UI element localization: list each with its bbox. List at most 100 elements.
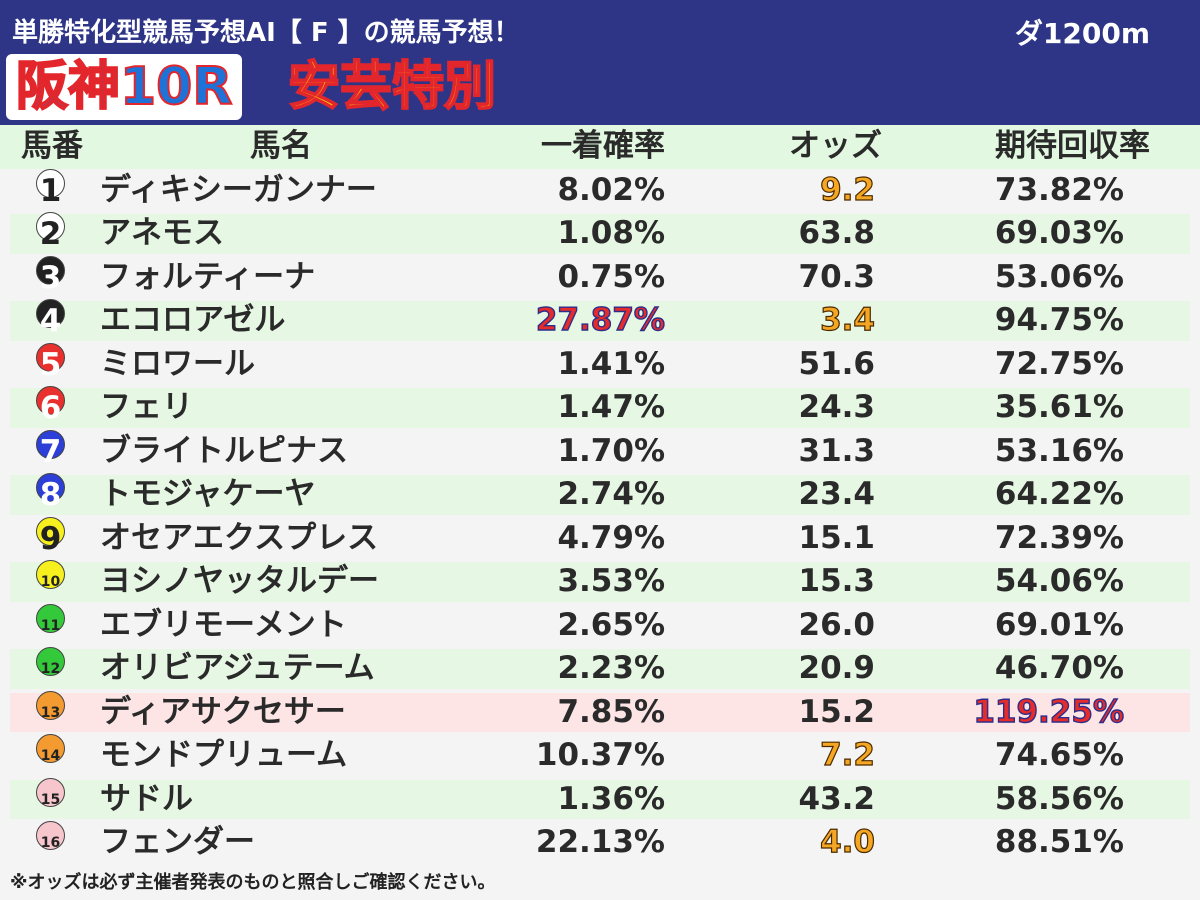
horse-number-badge: 13 (36, 690, 65, 721)
odds-value: 3.4 (819, 301, 875, 338)
horse-number-badge: 1 (36, 168, 65, 209)
horse-name: ヨシノヤッタルデー (100, 563, 379, 599)
win-probability: 10.37% (535, 737, 665, 773)
row-background (10, 388, 1190, 428)
expected-return: 35.61% (994, 389, 1124, 425)
expected-return: 74.65% (994, 737, 1124, 773)
horse-number-badge: 9 (36, 516, 65, 557)
table-row: 3 フォルティーナ 0.75% 70.3 53.06% (0, 255, 1200, 300)
horse-name: ミロワール (100, 345, 255, 382)
col-header-odds: オッズ (789, 128, 882, 164)
win-probability: 4.79% (557, 519, 665, 556)
horse-number-badge: 10 (36, 560, 65, 590)
odds-value: 15.1 (798, 519, 876, 556)
expected-return: 58.56% (994, 780, 1124, 817)
table-body: 1 ディキシーガンナー 8.02% 9.2 73.82% 2 アネモス 1.08% 63.8 69… (0, 168, 1200, 865)
horse-name: サドル (100, 780, 193, 817)
odds-value: 15.2 (798, 693, 876, 730)
race-distance: ダ1200m (1014, 17, 1150, 50)
expected-return: 73.82% (994, 171, 1124, 208)
row-background (10, 475, 1190, 515)
odds-value: 70.3 (798, 258, 876, 295)
table-row: 7 ブライトルピナス 1.70% 31.3 53.16% (0, 429, 1200, 474)
odds-value: 43.2 (798, 780, 876, 817)
expected-return: 72.75% (994, 345, 1124, 382)
table-row: 14 モンドプリューム 10.37% 7.2 74.65% (0, 734, 1200, 778)
table-row: 10 ヨシノヤッタルデー 3.53% 15.3 54.06% (0, 560, 1200, 604)
odds-value: 51.6 (798, 345, 876, 382)
horse-number-badge: 7 (36, 429, 65, 470)
table-row: 13 ディアサクセサー 7.85% 15.2 119.25% (0, 690, 1200, 735)
row-background (10, 649, 1190, 689)
header-banner: 単勝特化型競馬予想AI【 F 】の競馬予想！ ダ1200m 阪神10R 安芸特別 (0, 0, 1200, 125)
horse-name: エコロアゼル (100, 302, 286, 338)
prediction-table: 馬番 馬名 一着確率 オッズ 期待回収率 1 ディキシーガンナー 8.02% 9.2 7… (0, 125, 1200, 865)
expected-return: 69.01% (994, 606, 1124, 643)
horse-name: フェンダー (100, 824, 255, 860)
horse-number-badge: 12 (36, 647, 65, 677)
win-probability: 8.02% (557, 171, 665, 208)
expected-return: 54.06% (994, 563, 1124, 599)
horse-number-badge: 8 (36, 473, 65, 513)
venue-race-number: 阪神10R (6, 54, 243, 120)
odds-value: 31.3 (798, 432, 876, 469)
expected-return: 72.39% (994, 519, 1124, 556)
horse-name: エブリモーメント (100, 606, 347, 643)
col-header-num: 馬番 (21, 128, 83, 164)
odds-value: 4.0 (819, 823, 875, 860)
expected-return: 53.06% (994, 258, 1124, 295)
horse-name: ブライトルピナス (100, 432, 348, 469)
odds-value: 20.9 (798, 650, 876, 686)
win-probability: 1.70% (557, 432, 665, 469)
horse-name: オセアエクスプレス (100, 519, 379, 556)
col-header-name: 馬名 (250, 128, 312, 164)
horse-number-badge: 3 (36, 255, 65, 296)
win-probability: 27.87% (535, 301, 666, 338)
row-background (10, 301, 1190, 341)
col-header-return: 期待回収率 (995, 128, 1150, 164)
win-probability: 22.13% (535, 824, 665, 860)
table-row: 9 オセアエクスプレス 4.79% 15.1 72.39% (0, 516, 1200, 561)
horse-name: フォルティーナ (100, 258, 316, 295)
expected-return: 69.03% (994, 215, 1124, 251)
table-row: 15 サドル 1.36% 43.2 58.56% (0, 777, 1200, 822)
odds-value: 63.8 (798, 215, 876, 251)
win-probability: 2.65% (557, 606, 665, 643)
row-background (10, 214, 1190, 254)
race-name: 安芸特別 (287, 56, 497, 118)
horse-name: トモジャケーヤ (100, 476, 316, 512)
horse-number-badge: 14 (36, 734, 65, 764)
subtitle: 単勝特化型競馬予想AI【 F 】の競馬予想！ (12, 18, 520, 48)
table-row: 4 エコロアゼル 27.87% 3.4 94.75% (0, 299, 1200, 343)
table-row: 6 フェリ 1.47% 24.3 35.61% (0, 386, 1200, 430)
horse-name: フェリ (100, 389, 193, 425)
row-background (10, 779, 1190, 819)
horse-number-badge: 4 (36, 299, 65, 339)
horse-number-badge: 2 (36, 212, 65, 252)
expected-return: 119.25% (973, 693, 1125, 730)
expected-return: 94.75% (994, 302, 1124, 338)
horse-number-badge: 6 (36, 386, 65, 426)
table-row: 5 ミロワール 1.41% 51.6 72.75% (0, 342, 1200, 387)
horse-name: アネモス (100, 215, 224, 251)
table-row: 2 アネモス 1.08% 63.8 69.03% (0, 212, 1200, 256)
table-row: 1 ディキシーガンナー 8.02% 9.2 73.82% (0, 168, 1200, 213)
table-header: 馬番 馬名 一着確率 オッズ 期待回収率 (0, 125, 1200, 169)
table-row: 8 トモジャケーヤ 2.74% 23.4 64.22% (0, 473, 1200, 517)
disclaimer-note: ※オッズは必ず主催者発表のものと照合しご確認ください。 (10, 872, 496, 893)
odds-value: 9.2 (819, 171, 875, 208)
win-probability: 2.74% (557, 476, 665, 512)
horse-number-badge: 16 (36, 821, 65, 851)
odds-value: 7.2 (819, 736, 875, 773)
col-header-prob: 一着確率 (541, 128, 665, 164)
odds-value: 23.4 (798, 476, 876, 512)
horse-name: ディアサクセサー (100, 693, 346, 730)
win-probability: 0.75% (557, 258, 665, 295)
expected-return: 64.22% (994, 476, 1124, 512)
horse-name: オリビアジュテーム (100, 650, 375, 686)
win-probability: 1.08% (557, 215, 665, 251)
win-probability: 1.36% (557, 780, 665, 817)
table-row: 12 オリビアジュテーム 2.23% 20.9 46.70% (0, 647, 1200, 691)
horse-number-badge: 15 (36, 777, 65, 808)
odds-value: 26.0 (798, 606, 876, 643)
